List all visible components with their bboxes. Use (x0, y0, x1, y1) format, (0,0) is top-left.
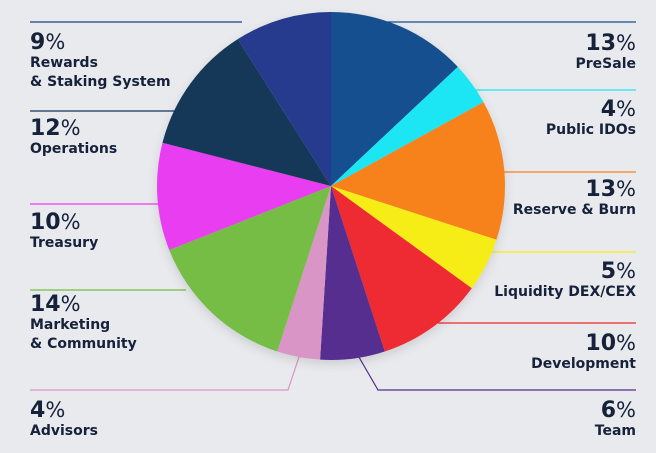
pie-slice-operations (162, 39, 331, 187)
slice-percent-marketing-and-community: 14% (30, 292, 81, 317)
pie-slice-liquidity-dex-cex (331, 186, 497, 289)
slice-label-reserve-and-burn: Reserve & Burn (513, 202, 636, 218)
pie-slice-public-idos (331, 66, 484, 186)
slice-percent-advisors: 4% (30, 398, 65, 423)
pie-slice-advisors (277, 186, 331, 360)
slice-percent-public-idos: 4% (601, 97, 636, 122)
pie-slice-team (320, 186, 385, 361)
slice-label-team: Team (595, 423, 636, 439)
pie-slice-marketing-and-community (169, 186, 331, 352)
slice-percent-operations: 12% (30, 116, 81, 141)
slice-label-operations: Operations (30, 141, 117, 157)
pie-slices (157, 12, 505, 361)
slice-percent-liquidity-dex-cex: 5% (601, 259, 636, 284)
leader-line-team (355, 351, 636, 391)
slice-label-presale: PreSale (576, 56, 636, 72)
slice-label-liquidity-dex-cex: Liquidity DEX/CEX (494, 284, 636, 300)
slice-label-advisors: Advisors (30, 423, 98, 439)
slice-label-marketing-and-community: Marketing & Community (30, 317, 137, 352)
slice-percent-rewards-and-staking-system: 9% (30, 30, 65, 55)
pie-slice-treasury (157, 142, 331, 251)
pie-slice-presale (331, 12, 458, 186)
slice-percent-reserve-and-burn: 13% (585, 177, 636, 202)
pie-slice-rewards-and-staking-system (237, 12, 331, 186)
slice-percent-team: 6% (601, 398, 636, 423)
slice-percent-treasury: 10% (30, 210, 81, 235)
slice-label-treasury: Treasury (30, 235, 98, 251)
slice-label-rewards-and-staking-system: Rewards & Staking System (30, 55, 171, 90)
slice-label-public-idos: Public IDOs (546, 122, 636, 138)
slice-percent-development: 10% (585, 331, 636, 356)
pie-slice-development (331, 186, 472, 352)
pie-slice-reserve-and-burn (331, 102, 505, 240)
leader-lines (30, 21, 636, 391)
slice-percent-presale: 13% (585, 31, 636, 56)
slice-label-development: Development (531, 356, 636, 372)
leader-line-advisors (30, 353, 301, 391)
